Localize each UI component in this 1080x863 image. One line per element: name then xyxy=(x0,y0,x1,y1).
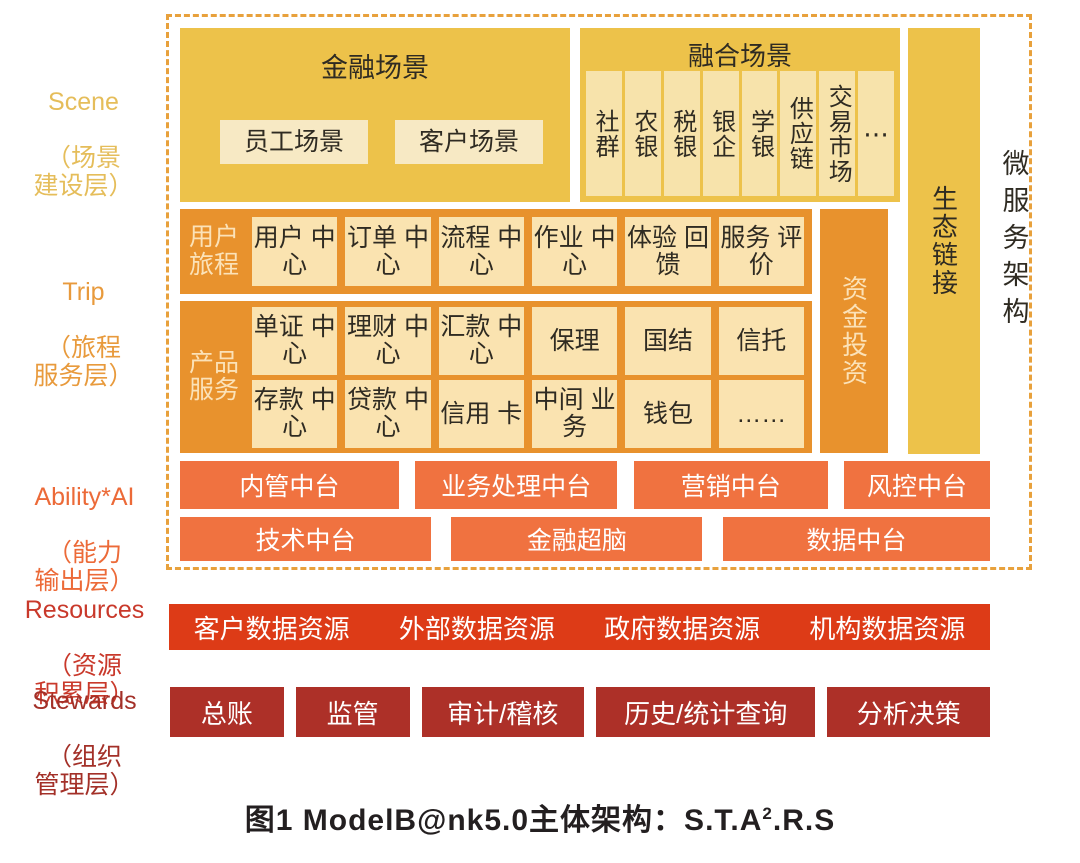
ability-row-1: 内管中台 业务处理中台 营销中台 风控中台 xyxy=(180,461,990,509)
ability-technology-midplatform[interactable]: 技术中台 xyxy=(180,517,432,561)
layer-label-trip-cn: （旅程 服务层） xyxy=(33,334,134,390)
ability-risk-control[interactable]: 风控中台 xyxy=(844,461,990,509)
product-service-caption: 产品 服务 xyxy=(188,348,239,404)
steward-analysis-decision[interactable]: 分析决策 xyxy=(827,687,990,737)
layer-label-stewards-cn: （组织 管理层） xyxy=(34,743,135,799)
ability-layer: 内管中台 业务处理中台 营销中台 风控中台 技术中台 金融超脑 数据中台 xyxy=(180,461,990,561)
tile-loan-center[interactable]: 贷款 中心 xyxy=(345,380,431,448)
product-service-band: 产品 服务 单证 中心 理财 中心 汇款 中心 保理 国结 信托 存款 中心 贷… xyxy=(180,301,812,453)
figure-caption: 图1 ModelB@nk5.0主体架构：S.T.A2.R.S xyxy=(0,795,1080,839)
fusion-scene-cells: 社群 农银 税银 银企 学银 供应链 交易市场 ⋯ xyxy=(586,71,894,196)
layer-label-ability: Ability*AI （能力 输出层） xyxy=(2,455,167,623)
tile-remittance-center[interactable]: 汇款 中心 xyxy=(438,307,524,375)
layer-label-scene-cn: （场景 建设层） xyxy=(33,144,134,200)
figure-caption-prefix: 图1 ModelB@nk5.0主体架构：S.T.A xyxy=(244,804,763,837)
tile-user-center[interactable]: 用户 中心 xyxy=(252,217,338,286)
tile-operation-center[interactable]: 作业 中心 xyxy=(531,217,618,286)
fusion-cell-bank-enterprise[interactable]: 银企 xyxy=(702,71,739,196)
user-journey-tiles: 用户 中心 订单 中心 流程 中心 作业 中心 体验 回馈 服务 评价 xyxy=(252,217,804,286)
tile-document-center[interactable]: 单证 中心 xyxy=(252,307,338,375)
tile-wallet[interactable]: 钱包 xyxy=(625,380,711,448)
layer-label-ability-en: Ability*AI xyxy=(34,483,135,511)
layer-label-scene: Scene （场景 建设层） xyxy=(6,60,161,228)
tile-more-ellipsis: …… xyxy=(718,380,804,448)
resource-government-data[interactable]: 政府数据资源 xyxy=(604,613,761,644)
architecture-dashed-boundary xyxy=(166,14,1032,570)
resource-external-data[interactable]: 外部数据资源 xyxy=(398,613,555,644)
steward-general-ledger[interactable]: 总账 xyxy=(170,687,284,737)
user-journey-caption: 用户 旅程 xyxy=(188,223,239,279)
layer-label-resources-en: Resources xyxy=(24,596,145,624)
eco-link-column[interactable]: 生态链接 xyxy=(908,28,980,454)
ability-internal-management[interactable]: 内管中台 xyxy=(180,461,399,509)
ability-marketing[interactable]: 营销中台 xyxy=(633,461,828,509)
resource-customer-data[interactable]: 客户数据资源 xyxy=(193,613,350,644)
fusion-cell-ellipsis: ⋯ xyxy=(858,71,894,196)
fusion-cell-supply-chain[interactable]: 供应链 xyxy=(780,71,817,196)
ability-row-2: 技术中台 金融超脑 数据中台 xyxy=(180,517,990,561)
fusion-cell-tax-bank[interactable]: 税银 xyxy=(663,71,700,196)
tile-experience-feedback[interactable]: 体验 回馈 xyxy=(625,217,711,286)
layer-label-resources: Resources （资源 积累层） xyxy=(2,568,167,736)
tile-intermediary-business[interactable]: 中间 业务 xyxy=(531,380,618,448)
microservice-architecture-label: 微服务架构 xyxy=(998,148,1029,334)
scene-chip-employee[interactable]: 员工场景 xyxy=(220,120,368,164)
layer-label-scene-en: Scene xyxy=(48,88,119,116)
steward-audit-inspection[interactable]: 审计/稽核 xyxy=(421,687,585,737)
ability-data-midplatform[interactable]: 数据中台 xyxy=(722,517,990,561)
trip-layer: 用户 旅程 用户 中心 订单 中心 流程 中心 作业 中心 体验 回馈 服务 评… xyxy=(180,209,1018,453)
fusion-cell-agri-bank[interactable]: 农银 xyxy=(624,71,661,196)
layer-label-ability-cn: （能力 输出层） xyxy=(34,539,135,595)
layer-label-stewards-en: Stewards xyxy=(32,687,137,715)
resource-institution-data[interactable]: 机构数据资源 xyxy=(809,613,966,644)
resources-layer-bar: 客户数据资源 外部数据资源 政府数据资源 机构数据资源 xyxy=(169,604,990,650)
steward-history-statistics-query[interactable]: 历史/统计查询 xyxy=(596,687,816,737)
tile-credit-card[interactable]: 信用 卡 xyxy=(438,380,524,448)
tile-intl-settlement[interactable]: 国结 xyxy=(625,307,711,375)
figure-caption-superscript: 2 xyxy=(762,804,773,823)
tile-service-evaluation[interactable]: 服务 评价 xyxy=(718,217,804,286)
ability-financial-brain[interactable]: 金融超脑 xyxy=(451,517,703,561)
tile-factoring[interactable]: 保理 xyxy=(531,307,618,375)
figure-caption-suffix: .R.S xyxy=(772,804,836,837)
steward-supervision[interactable]: 监管 xyxy=(295,687,410,737)
stewards-layer-row: 总账 监管 审计/稽核 历史/统计查询 分析决策 xyxy=(170,687,990,737)
fusion-scene-title: 融合场景 xyxy=(687,41,792,71)
product-service-tiles-row1: 单证 中心 理财 中心 汇款 中心 保理 国结 信托 xyxy=(252,307,804,375)
product-service-tiles-row2: 存款 中心 贷款 中心 信用 卡 中间 业务 钱包 …… xyxy=(252,380,804,448)
tile-wealth-center[interactable]: 理财 中心 xyxy=(345,307,431,375)
fusion-cell-trading-market[interactable]: 交易市场 xyxy=(819,71,856,196)
layer-label-trip: Trip （旅程 服务层） xyxy=(6,250,161,418)
fusion-scene-group: 融合场景 社群 农银 税银 银企 学银 供应链 交易市场 ⋯ xyxy=(580,28,900,202)
ability-business-processing[interactable]: 业务处理中台 xyxy=(414,461,618,509)
tile-order-center[interactable]: 订单 中心 xyxy=(345,217,431,286)
tile-process-center[interactable]: 流程 中心 xyxy=(438,217,524,286)
fusion-cell-school-bank[interactable]: 学银 xyxy=(741,71,778,196)
fund-investment-column[interactable]: 资金投资 xyxy=(820,209,888,453)
layer-label-resources-cn: （资源 积累层） xyxy=(34,652,135,708)
layer-label-trip-en: Trip xyxy=(62,278,105,306)
fusion-cell-community[interactable]: 社群 xyxy=(586,71,622,196)
user-journey-band: 用户 旅程 用户 中心 订单 中心 流程 中心 作业 中心 体验 回馈 服务 评… xyxy=(180,209,812,294)
financial-scene-title: 金融场景 xyxy=(321,53,429,83)
scene-chip-customer[interactable]: 客户场景 xyxy=(395,120,543,164)
trip-main-group: 用户 旅程 用户 中心 订单 中心 流程 中心 作业 中心 体验 回馈 服务 评… xyxy=(180,209,812,453)
scene-layer: 金融场景 员工场景 客户场景 融合场景 社群 农银 税银 银企 学银 供应链 交… xyxy=(180,28,1029,454)
tile-trust[interactable]: 信托 xyxy=(718,307,804,375)
tile-deposit-center[interactable]: 存款 中心 xyxy=(252,380,338,448)
financial-scene-group: 金融场景 员工场景 客户场景 xyxy=(180,28,570,202)
layer-label-stewards: Stewards （组织 管理层） xyxy=(2,659,167,827)
